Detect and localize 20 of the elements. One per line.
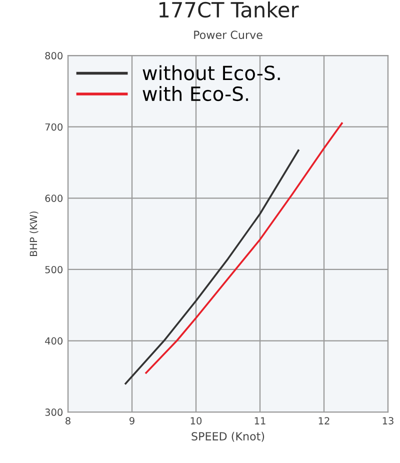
x-tick-label: 8 xyxy=(66,417,70,424)
y-tick-label: 500 xyxy=(45,266,62,274)
y-tick-label: 400 xyxy=(45,337,62,345)
x-axis-title: SPEED (Knot) xyxy=(192,432,264,442)
y-tick-label: 800 xyxy=(45,52,62,60)
y-tick-label: 700 xyxy=(45,123,62,131)
x-tick-label: 13 xyxy=(382,417,394,424)
legend-label: with Eco-S. xyxy=(142,86,248,102)
line-series xyxy=(145,122,343,374)
x-tick-label: 9 xyxy=(130,417,134,424)
line-series xyxy=(124,149,300,384)
chart-subtitle: Power Curve xyxy=(194,30,262,40)
chart-title: 177CT Tanker xyxy=(159,1,299,18)
y-tick-label: 600 xyxy=(45,194,62,202)
legend-label: without Eco-S. xyxy=(142,65,280,80)
y-tick-label: 300 xyxy=(45,408,62,416)
x-tick-label: 11 xyxy=(254,417,266,424)
y-axis-title: BHP (KW) xyxy=(30,212,38,256)
x-tick-label: 10 xyxy=(190,417,202,424)
x-tick-label: 12 xyxy=(318,417,330,424)
